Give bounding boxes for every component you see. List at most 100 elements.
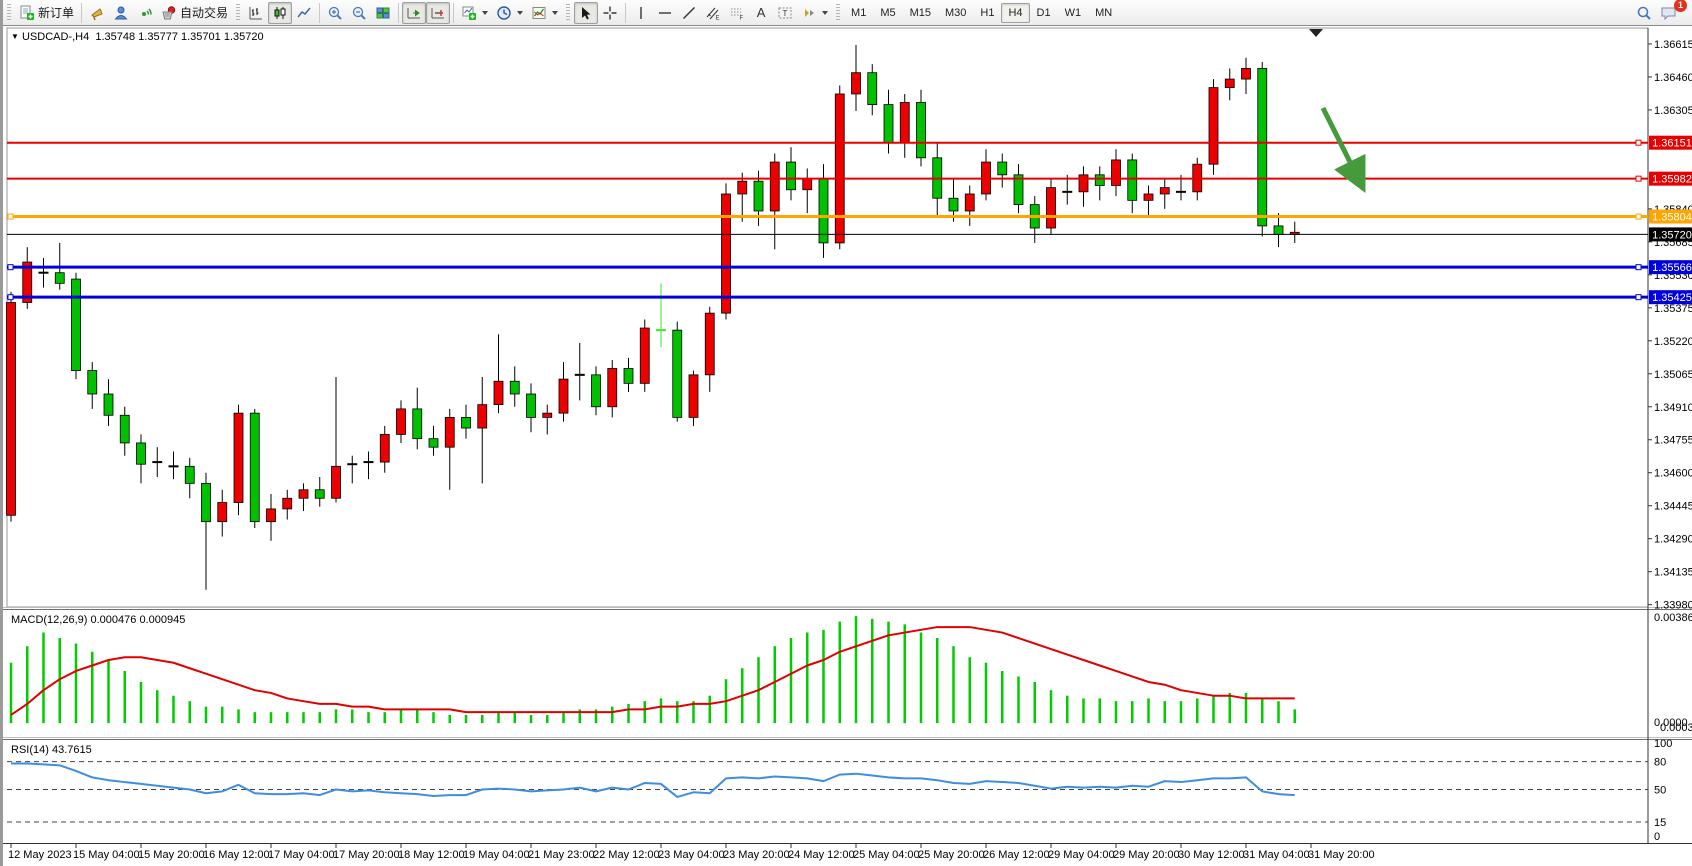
templates-button[interactable] bbox=[527, 2, 562, 24]
candle-body bbox=[639, 327, 650, 384]
cursor-button[interactable] bbox=[574, 1, 599, 24]
trendline-tool[interactable] bbox=[677, 2, 701, 24]
candle-body bbox=[704, 312, 715, 376]
candle-body bbox=[412, 408, 423, 440]
search-button[interactable] bbox=[1632, 2, 1656, 24]
candle-body bbox=[1257, 68, 1268, 227]
auto-trading-button[interactable]: 自动交易 bbox=[157, 2, 232, 24]
level-anchor[interactable] bbox=[1635, 139, 1642, 146]
horn-button[interactable] bbox=[85, 2, 109, 24]
chart-canvas[interactable]: 1.366151.364601.363051.358401.356851.355… bbox=[3, 26, 1692, 866]
zoom-out-button[interactable] bbox=[347, 2, 371, 24]
level-anchor[interactable] bbox=[7, 264, 14, 271]
equidistant-channel-tool[interactable]: E bbox=[701, 2, 725, 24]
candle-body bbox=[22, 261, 33, 303]
candle-body bbox=[867, 72, 878, 106]
price-close: 1.35720 bbox=[223, 31, 264, 43]
price-tick-label: 1.36305 bbox=[1654, 105, 1692, 117]
level-anchor[interactable] bbox=[7, 294, 14, 301]
timeframe-m5[interactable]: M5 bbox=[880, 6, 896, 19]
arrows-tool[interactable] bbox=[797, 2, 832, 24]
level-anchor[interactable] bbox=[1635, 175, 1642, 182]
price-high: 1.35777 bbox=[138, 31, 178, 43]
candle-body bbox=[184, 465, 195, 484]
toolbar-grip[interactable] bbox=[836, 3, 841, 22]
new-chart-icon bbox=[462, 6, 477, 20]
timeframe-m1[interactable]: M1 bbox=[851, 6, 867, 19]
timeframe-h1[interactable]: H1 bbox=[980, 6, 995, 19]
tile-windows-button[interactable] bbox=[371, 2, 395, 24]
equidistant-channel-icon: E bbox=[706, 7, 720, 21]
main-panel[interactable] bbox=[6, 27, 1649, 608]
zoom-out-icon bbox=[352, 6, 366, 20]
candle-body bbox=[672, 329, 683, 418]
annotation-arrow[interactable] bbox=[1320, 106, 1366, 193]
collapse-icon[interactable]: ▼ bbox=[11, 32, 19, 41]
chart-header: ▼ USDCAD-,H4 1.35748 1.35777 1.35701 1.3… bbox=[11, 31, 264, 43]
toolbar: 新订单 自动交易 bbox=[3, 0, 1692, 26]
bar-chart-button[interactable] bbox=[244, 2, 268, 24]
text-tool[interactable]: A bbox=[749, 2, 773, 24]
crosshair-button[interactable] bbox=[598, 2, 622, 24]
profile-button[interactable] bbox=[109, 2, 133, 24]
svg-text:E: E bbox=[716, 15, 720, 21]
price-badge bbox=[1649, 227, 1692, 242]
candle-body bbox=[737, 180, 748, 195]
price-tick-label: 1.34600 bbox=[1654, 468, 1692, 480]
candle-body bbox=[1241, 68, 1251, 80]
rsi-name: RSI(14) bbox=[11, 744, 49, 756]
fibonacci-tool[interactable]: F bbox=[725, 2, 749, 24]
vertical-line-icon bbox=[640, 6, 642, 19]
periods-button[interactable] bbox=[492, 2, 527, 24]
auto-scroll-button[interactable] bbox=[402, 1, 427, 24]
candle-body bbox=[899, 102, 910, 144]
candle-body bbox=[688, 374, 699, 418]
rsi-label: RSI(14) 43.7615 bbox=[11, 744, 92, 756]
candle-chart-icon bbox=[274, 6, 286, 19]
level-anchor[interactable] bbox=[7, 213, 14, 220]
timeframe-h4[interactable]: H4 bbox=[1001, 2, 1030, 23]
auto-scroll-icon bbox=[407, 7, 421, 18]
candle-body bbox=[71, 278, 81, 371]
new-order-button[interactable]: 新订单 bbox=[15, 2, 78, 24]
timeframe-m15[interactable]: M15 bbox=[909, 6, 931, 19]
tile-windows-icon bbox=[376, 7, 390, 18]
horizontal-line-tool[interactable] bbox=[653, 2, 677, 24]
candle-body bbox=[444, 417, 455, 448]
chart-shift-marker[interactable] bbox=[1309, 29, 1323, 37]
price-badge-label: 1.35720 bbox=[1652, 229, 1692, 241]
candle-body bbox=[396, 408, 406, 435]
candle-body bbox=[54, 272, 65, 284]
price-tick-label: 1.34755 bbox=[1654, 435, 1692, 447]
toolbar-grip[interactable] bbox=[236, 3, 241, 22]
level-anchor[interactable] bbox=[1635, 294, 1642, 301]
candle-body bbox=[1094, 174, 1105, 186]
template-icon bbox=[532, 6, 546, 19]
candle-body bbox=[997, 161, 1008, 176]
chevron-down-icon bbox=[482, 10, 489, 15]
toolbar-grip[interactable] bbox=[7, 3, 11, 22]
new-chart-button[interactable] bbox=[457, 2, 492, 24]
candle-chart-button[interactable] bbox=[268, 1, 293, 24]
text-tool-icon: A bbox=[756, 5, 766, 20]
level-anchor[interactable] bbox=[1635, 213, 1642, 220]
chat-button[interactable]: 1 bbox=[1656, 0, 1687, 24]
price-badge bbox=[1649, 135, 1692, 150]
signals-button[interactable] bbox=[133, 2, 157, 24]
candle-body bbox=[493, 380, 504, 406]
trendline-icon bbox=[683, 6, 696, 19]
timeframe-m30[interactable]: M30 bbox=[945, 6, 967, 19]
vertical-line-tool[interactable] bbox=[629, 2, 653, 24]
fibonacci-icon: F bbox=[731, 8, 744, 21]
timeframe-d1[interactable]: D1 bbox=[1036, 6, 1051, 19]
date-label: 26 May 12:00 bbox=[983, 849, 1050, 861]
line-chart-button[interactable] bbox=[292, 2, 316, 24]
timeframe-mn[interactable]: MN bbox=[1095, 6, 1113, 19]
toolbar-grip[interactable] bbox=[566, 3, 571, 22]
level-anchor[interactable] bbox=[1635, 264, 1642, 271]
chart-shift-button[interactable] bbox=[426, 1, 451, 24]
zoom-in-button[interactable] bbox=[323, 2, 347, 24]
timeframe-w1[interactable]: W1 bbox=[1064, 6, 1082, 19]
text-label-tool[interactable]: T bbox=[773, 2, 797, 24]
candle-body bbox=[136, 442, 146, 465]
